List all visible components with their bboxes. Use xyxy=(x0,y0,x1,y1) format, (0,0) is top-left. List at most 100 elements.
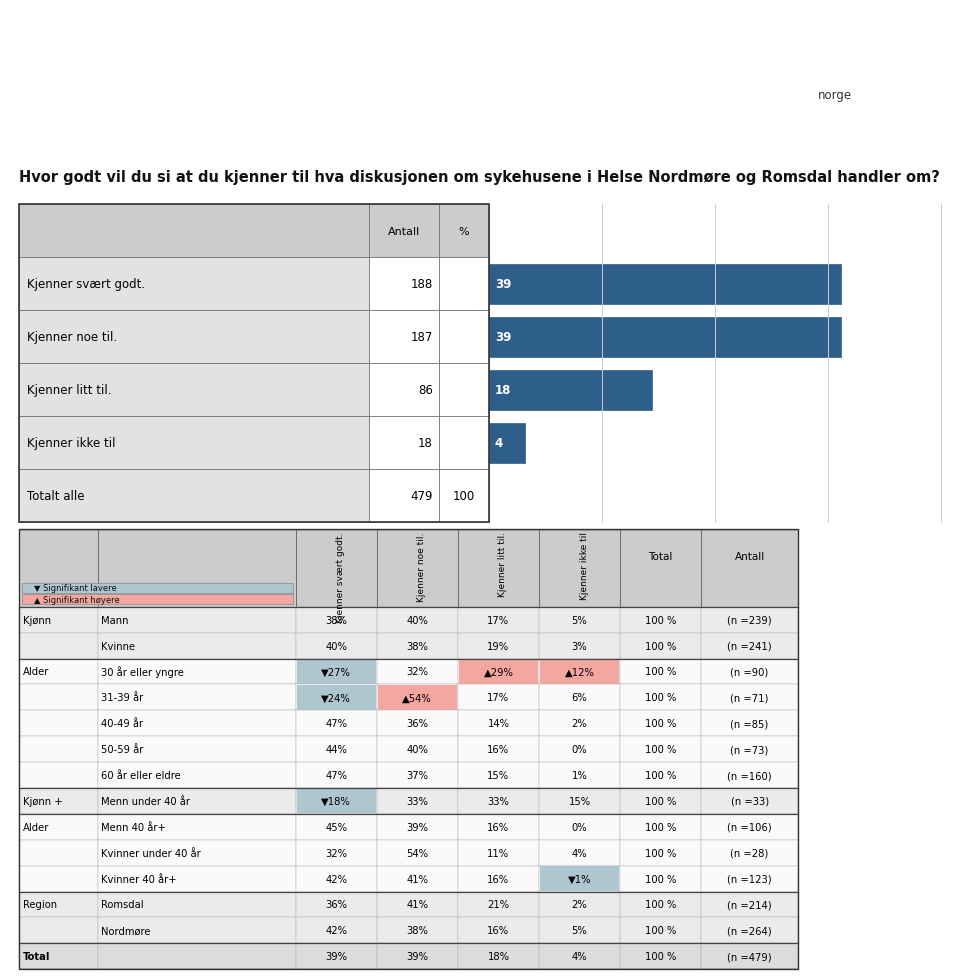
Text: (n =90): (n =90) xyxy=(731,666,769,677)
FancyBboxPatch shape xyxy=(19,607,98,633)
Text: 41%: 41% xyxy=(406,873,428,883)
FancyBboxPatch shape xyxy=(458,917,539,944)
FancyBboxPatch shape xyxy=(376,944,458,969)
FancyBboxPatch shape xyxy=(539,788,620,814)
Text: Kjenner litt til.: Kjenner litt til. xyxy=(27,384,111,397)
Text: (n =71): (n =71) xyxy=(731,693,769,702)
Text: 4%: 4% xyxy=(572,952,588,961)
FancyBboxPatch shape xyxy=(376,917,458,944)
Text: 33%: 33% xyxy=(488,796,510,806)
FancyBboxPatch shape xyxy=(22,583,293,593)
FancyBboxPatch shape xyxy=(376,658,458,685)
FancyBboxPatch shape xyxy=(297,788,376,814)
Text: (n =73): (n =73) xyxy=(731,744,769,754)
FancyBboxPatch shape xyxy=(98,917,296,944)
FancyBboxPatch shape xyxy=(19,917,98,944)
FancyBboxPatch shape xyxy=(377,685,457,710)
FancyBboxPatch shape xyxy=(620,710,701,737)
FancyBboxPatch shape xyxy=(376,737,458,762)
Text: 50-59 år: 50-59 år xyxy=(101,744,144,754)
FancyBboxPatch shape xyxy=(98,788,296,814)
FancyBboxPatch shape xyxy=(98,633,296,658)
Text: Kjenner noe til.: Kjenner noe til. xyxy=(27,331,117,344)
FancyBboxPatch shape xyxy=(540,867,619,891)
FancyBboxPatch shape xyxy=(376,762,458,788)
FancyBboxPatch shape xyxy=(19,658,98,685)
FancyBboxPatch shape xyxy=(370,470,439,523)
FancyBboxPatch shape xyxy=(19,205,370,258)
FancyBboxPatch shape xyxy=(458,607,539,633)
FancyBboxPatch shape xyxy=(296,737,376,762)
Text: (n =479): (n =479) xyxy=(728,952,772,961)
Text: Antall: Antall xyxy=(388,227,420,236)
FancyBboxPatch shape xyxy=(439,364,490,417)
Text: 100 %: 100 % xyxy=(645,744,677,754)
FancyBboxPatch shape xyxy=(458,685,539,710)
FancyBboxPatch shape xyxy=(701,658,798,685)
FancyBboxPatch shape xyxy=(19,710,98,737)
Text: 100 %: 100 % xyxy=(645,848,677,858)
FancyBboxPatch shape xyxy=(296,892,376,917)
Text: 0%: 0% xyxy=(572,744,588,754)
Text: 100 %: 100 % xyxy=(645,822,677,832)
Text: 40-49 år: 40-49 år xyxy=(101,718,143,729)
FancyBboxPatch shape xyxy=(98,737,296,762)
FancyBboxPatch shape xyxy=(370,205,439,258)
FancyBboxPatch shape xyxy=(458,814,539,840)
FancyBboxPatch shape xyxy=(296,530,376,607)
Text: 3%: 3% xyxy=(572,641,588,651)
Text: 39%: 39% xyxy=(406,822,428,832)
FancyBboxPatch shape xyxy=(459,659,538,684)
FancyBboxPatch shape xyxy=(376,633,458,658)
FancyBboxPatch shape xyxy=(19,258,370,311)
Text: Menn under 40 år: Menn under 40 år xyxy=(101,796,190,806)
FancyBboxPatch shape xyxy=(539,866,620,892)
FancyBboxPatch shape xyxy=(701,685,798,710)
Text: Nordmøre: Nordmøre xyxy=(101,925,151,935)
FancyBboxPatch shape xyxy=(701,607,798,633)
FancyBboxPatch shape xyxy=(297,685,376,710)
FancyBboxPatch shape xyxy=(701,762,798,788)
Text: Kjenner svært godt.: Kjenner svært godt. xyxy=(27,278,145,291)
FancyBboxPatch shape xyxy=(439,470,490,523)
FancyBboxPatch shape xyxy=(620,737,701,762)
Text: 39: 39 xyxy=(494,331,511,344)
Text: 2%: 2% xyxy=(571,900,588,910)
FancyBboxPatch shape xyxy=(458,840,539,866)
Text: Region: Region xyxy=(23,900,57,910)
FancyBboxPatch shape xyxy=(458,658,539,685)
FancyBboxPatch shape xyxy=(98,944,296,969)
Text: 15%: 15% xyxy=(568,796,590,806)
Text: 16%: 16% xyxy=(488,873,510,883)
Text: 100 %: 100 % xyxy=(645,770,677,781)
Text: 100 %: 100 % xyxy=(645,693,677,702)
Text: Menn 40 år+: Menn 40 år+ xyxy=(101,822,166,832)
Text: 100 %: 100 % xyxy=(645,641,677,651)
FancyBboxPatch shape xyxy=(539,633,620,658)
FancyBboxPatch shape xyxy=(376,788,458,814)
FancyBboxPatch shape xyxy=(296,658,376,685)
Text: 60 år eller eldre: 60 år eller eldre xyxy=(101,770,181,781)
FancyBboxPatch shape xyxy=(19,364,370,417)
FancyBboxPatch shape xyxy=(701,944,798,969)
Text: ▲29%: ▲29% xyxy=(484,666,514,677)
Text: Kjenner svært godt.: Kjenner svært godt. xyxy=(336,531,346,622)
FancyBboxPatch shape xyxy=(376,607,458,633)
Text: (n =241): (n =241) xyxy=(728,641,772,651)
FancyBboxPatch shape xyxy=(98,814,296,840)
FancyBboxPatch shape xyxy=(539,814,620,840)
FancyBboxPatch shape xyxy=(539,658,620,685)
Text: 479: 479 xyxy=(411,489,433,503)
FancyBboxPatch shape xyxy=(19,737,98,762)
Text: Kvinner under 40 år: Kvinner under 40 år xyxy=(101,848,201,858)
Text: 100 %: 100 % xyxy=(645,796,677,806)
FancyBboxPatch shape xyxy=(620,530,701,607)
Text: 40%: 40% xyxy=(406,616,428,625)
Text: (n =85): (n =85) xyxy=(731,718,769,729)
FancyBboxPatch shape xyxy=(22,595,293,605)
Text: %: % xyxy=(459,227,469,236)
Text: 2%: 2% xyxy=(571,718,588,729)
Text: 32%: 32% xyxy=(325,848,348,858)
FancyBboxPatch shape xyxy=(19,944,98,969)
FancyBboxPatch shape xyxy=(458,788,539,814)
